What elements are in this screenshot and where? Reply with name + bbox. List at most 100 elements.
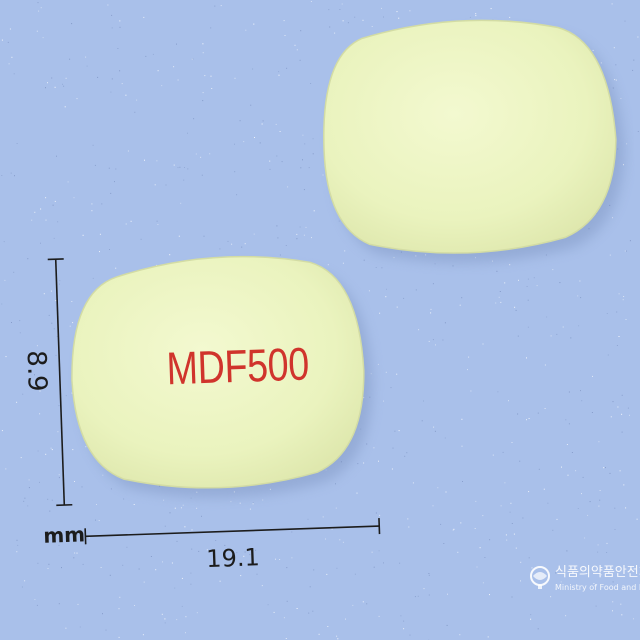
speckle-dot: [54, 200, 56, 202]
speckle-dot: [71, 301, 73, 302]
speckle-dot: [183, 179, 185, 181]
speckle-dot: [176, 43, 177, 45]
speckle-dot: [614, 529, 616, 530]
speckle-dot: [39, 390, 41, 392]
speckle-dot: [581, 400, 583, 402]
speckle-dot: [517, 413, 519, 415]
speckle-dot: [174, 587, 176, 589]
speckle-dot: [281, 161, 283, 163]
speckle-dot: [578, 325, 580, 327]
speckle-dot: [612, 581, 614, 583]
speckle-dot: [77, 603, 79, 605]
speckle-dot: [487, 636, 489, 638]
speckle-dot: [71, 392, 73, 394]
speckle-dot: [302, 134, 304, 136]
speckle-dot: [515, 309, 517, 311]
speckle-dot: [363, 259, 365, 261]
speckle-dot: [85, 56, 87, 58]
speckle-dot: [190, 497, 192, 499]
speckle-dot: [508, 400, 509, 402]
speckle-dot: [504, 282, 506, 284]
speckle-dot: [96, 504, 97, 505]
speckle-dot: [236, 552, 238, 554]
speckle-dot: [252, 502, 254, 504]
speckle-dot: [184, 526, 186, 528]
speckle-dot: [99, 233, 101, 235]
agency-watermark: 식품의약품안전처 Ministry of Food and Drug Safet…: [525, 560, 640, 604]
speckle-dot: [180, 202, 182, 204]
speckle-dot: [200, 156, 202, 158]
speckle-dot: [56, 336, 58, 337]
speckle-dot: [511, 442, 513, 443]
speckle-dot: [294, 44, 296, 46]
speckle-dot: [527, 299, 529, 301]
speckle-dot: [492, 454, 494, 456]
speckle-dot: [65, 77, 67, 79]
speckle-dot: [612, 401, 614, 403]
speckle-dot: [140, 238, 142, 240]
speckle-dot: [377, 363, 379, 365]
speckle-dot: [618, 293, 620, 295]
speckle-dot: [72, 449, 74, 451]
speckle-dot: [624, 20, 626, 22]
speckle-dot: [196, 507, 198, 509]
speckle-dot: [526, 357, 527, 359]
speckle-dot: [91, 210, 93, 212]
speckle-dot: [240, 575, 242, 577]
speckle-dot: [609, 254, 611, 256]
speckle-dot: [475, 15, 477, 17]
speckle-dot: [509, 511, 511, 513]
speckle-dot: [269, 160, 271, 162]
speckle-dot: [623, 164, 624, 166]
speckle-dot: [69, 325, 71, 327]
speckle-dot: [580, 297, 582, 299]
speckle-dot: [253, 23, 255, 25]
speckle-dot: [509, 264, 511, 266]
speckle-dot: [296, 49, 298, 51]
speckle-dot: [278, 74, 280, 76]
speckle-dot: [428, 574, 430, 576]
speckle-dot: [259, 142, 261, 144]
speckle-dot: [171, 562, 173, 564]
speckle-dot: [91, 203, 93, 205]
speckle-dot: [556, 333, 558, 335]
speckle-dot: [409, 634, 411, 636]
speckle-dot: [99, 251, 100, 253]
speckle-dot: [444, 322, 446, 324]
speckle-dot: [406, 452, 408, 454]
speckle-dot: [537, 628, 539, 630]
speckle-dot: [1, 303, 3, 305]
speckle-dot: [378, 550, 380, 552]
speckle-dot: [36, 604, 38, 606]
speckle-dot: [623, 484, 625, 486]
speckle-dot: [28, 487, 30, 489]
speckle-dot: [115, 168, 117, 170]
speckle-dot: [354, 573, 356, 575]
speckle-dot: [357, 463, 359, 465]
speckle-dot: [457, 551, 459, 553]
speckle-dot: [23, 500, 25, 502]
speckle-dot: [28, 479, 30, 481]
speckle-dot: [561, 466, 562, 468]
speckle-dot: [597, 544, 599, 546]
speckle-dot: [606, 552, 608, 553]
speckle-dot: [623, 296, 625, 297]
speckle-dot: [285, 245, 287, 246]
speckle-dot: [47, 498, 49, 500]
speckle-dot: [111, 78, 113, 80]
speckle-dot: [336, 567, 338, 569]
speckle-dot: [36, 345, 38, 347]
speckle-dot: [115, 267, 117, 269]
speckle-dot: [568, 423, 570, 425]
speckle-dot: [385, 296, 387, 298]
speckle-dot: [362, 601, 364, 603]
speckle-dot: [1, 430, 3, 432]
speckle-dot: [587, 514, 589, 516]
speckle-dot: [339, 9, 341, 10]
speckle-dot: [286, 67, 288, 69]
speckle-dot: [479, 547, 481, 549]
speckle-dot: [283, 617, 285, 619]
speckle-dot: [592, 375, 593, 377]
speckle-dot: [460, 522, 462, 524]
speckle-dot: [214, 5, 216, 7]
